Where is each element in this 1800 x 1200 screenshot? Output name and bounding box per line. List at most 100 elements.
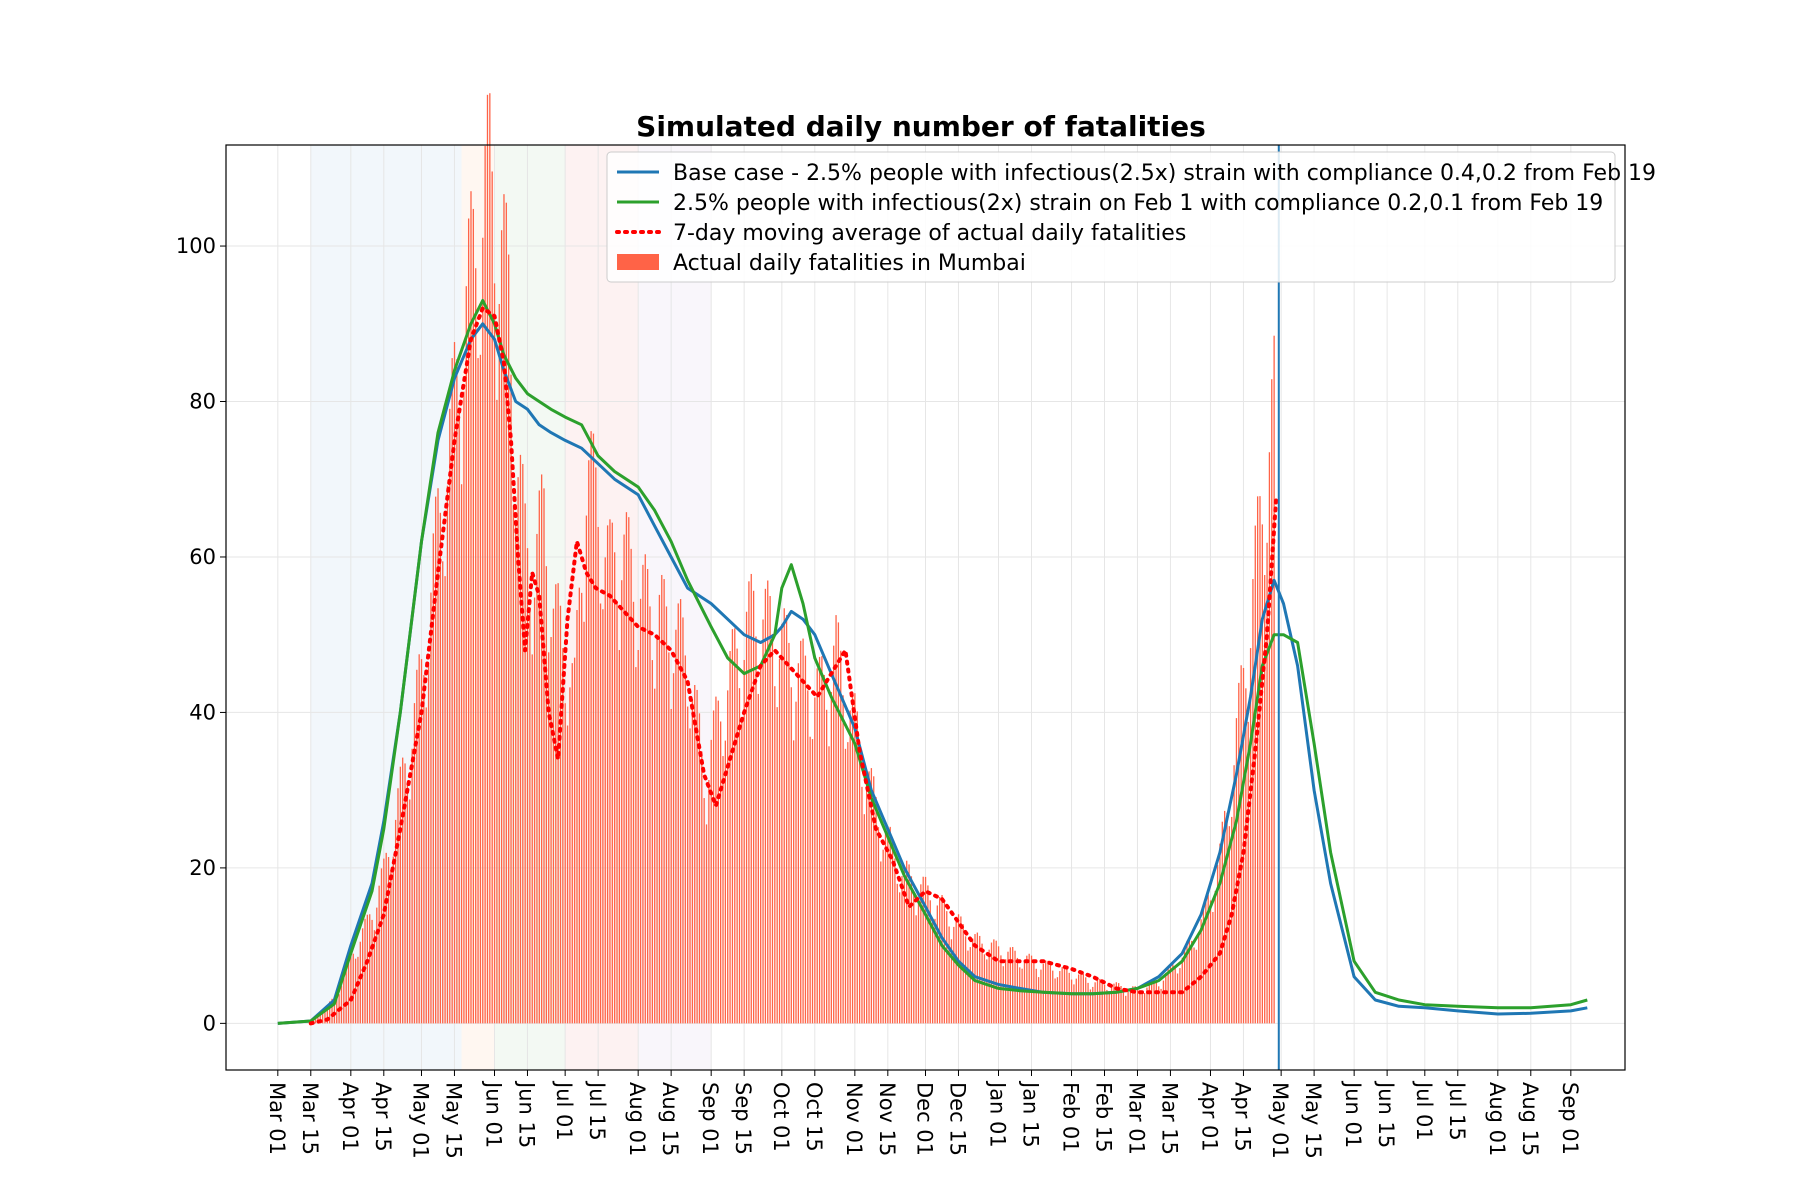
bar-2020-04-22: [399, 766, 401, 1024]
bar-2020-10-21: [828, 746, 830, 1024]
bar-2020-11-06: [866, 787, 868, 1024]
bar-2020-06-29: [559, 605, 562, 1024]
bar-2020-07-08: [581, 592, 583, 1024]
bar-2020-12-14: [955, 917, 957, 1024]
bar-2020-10-03: [785, 614, 788, 1024]
bar-2020-05-28: [484, 145, 486, 1024]
bar-2021-04-07: [1224, 810, 1226, 1024]
series-lines: [277, 299, 1588, 1026]
bar-2020-07-27: [625, 512, 628, 1024]
bar-2020-12-06: [936, 905, 938, 1024]
bar-2020-04-01: [350, 952, 352, 1024]
bar-2020-09-25: [767, 580, 769, 1024]
bar-2020-10-15: [814, 697, 816, 1024]
bar-2020-05-07: [435, 496, 437, 1024]
bar-2020-11-02: [856, 711, 858, 1024]
bar-2021-04-05: [1219, 843, 1221, 1024]
bar-2021-03-11: [1160, 988, 1162, 1024]
bar-2020-05-31: [491, 171, 493, 1024]
bar-2021-04-19: [1252, 579, 1254, 1024]
x-tick-label-3: Apr 15: [371, 1082, 395, 1152]
bar-2021-03-31: [1207, 894, 1209, 1024]
bar-2020-06-07: [508, 254, 510, 1024]
bar-2021-04-11: [1233, 765, 1235, 1024]
bar-2021-02-07: [1085, 977, 1087, 1024]
bar-2020-05-19: [463, 391, 465, 1024]
y-tick-label-5: 100: [176, 234, 216, 258]
bar-2020-07-07: [578, 587, 580, 1024]
bar-2020-10-25: [837, 622, 840, 1024]
bar-2020-10-14: [811, 739, 814, 1024]
x-tick-label-8: Jul 01: [552, 1080, 576, 1141]
legend-label-2: 7-day moving average of actual daily fat…: [673, 221, 1186, 246]
bar-2020-04-20: [394, 819, 397, 1024]
bar-2020-06-22: [543, 488, 545, 1024]
x-tick-label-7: Jun 15: [514, 1080, 538, 1148]
bar-2020-10-02: [783, 608, 785, 1024]
bar-2020-11-22: [903, 865, 906, 1024]
bar-2020-12-04: [931, 918, 934, 1024]
bar-2020-12-08: [941, 895, 943, 1024]
bar-2020-08-14: [668, 652, 670, 1024]
bar-2020-05-12: [446, 485, 449, 1024]
x-tick-label-26: Apr 01: [1197, 1082, 1221, 1152]
bar-2020-11-23: [906, 860, 908, 1024]
bar-2020-09-10: [731, 629, 734, 1024]
bar-2020-03-19: [319, 1014, 321, 1024]
bar-2020-04-08: [366, 914, 369, 1024]
series-line-0: [277, 322, 1588, 1025]
bar-2020-11-01: [854, 693, 856, 1024]
bar-2020-04-05: [359, 941, 361, 1024]
bar-2020-10-10: [802, 638, 804, 1024]
bar-2020-07-10: [585, 515, 588, 1024]
bar-2020-05-08: [437, 488, 439, 1024]
bar-2021-04-25: [1266, 542, 1268, 1024]
x-tick-label-16: Nov 01: [842, 1082, 866, 1156]
bar-2020-12-01: [924, 876, 927, 1024]
bar-2020-09-23: [762, 619, 764, 1024]
bar-2020-05-09: [439, 512, 442, 1024]
bar-2020-05-06: [432, 533, 434, 1024]
bar-2021-04-23: [1261, 524, 1263, 1024]
bar-2021-03-04: [1143, 993, 1146, 1024]
bar-2020-05-30: [489, 93, 491, 1024]
bar-2021-02-20: [1115, 982, 1117, 1024]
bar-2020-04-04: [357, 956, 359, 1024]
bar-2020-08-25: [694, 684, 696, 1024]
bar-2020-11-03: [858, 744, 861, 1024]
bar-2020-06-16: [529, 611, 531, 1024]
bar-2020-09-08: [727, 690, 729, 1024]
bar-2020-08-10: [658, 594, 661, 1024]
bar-2021-04-06: [1221, 821, 1223, 1024]
bar-2020-11-08: [870, 768, 873, 1024]
bar-2020-10-01: [781, 623, 783, 1024]
bar-2020-11-15: [887, 825, 889, 1024]
bar-2020-08-22: [687, 706, 689, 1024]
bar-2020-06-21: [540, 474, 543, 1024]
bar-2020-08-19: [679, 599, 682, 1024]
bar-2020-06-30: [562, 648, 564, 1024]
bar-2020-09-04: [717, 700, 719, 1024]
bar-2020-09-18: [750, 573, 752, 1024]
bar-2020-11-24: [908, 864, 910, 1024]
bar-2020-12-02: [927, 885, 929, 1024]
bar-2020-11-04: [861, 786, 863, 1024]
legend-label-0: Base case - 2.5% people with infectious(…: [673, 161, 1656, 186]
bar-2020-11-05: [863, 814, 865, 1024]
bar-2020-09-02: [712, 710, 715, 1024]
bar-2020-12-09: [943, 900, 946, 1024]
bar-2020-07-15: [597, 526, 599, 1024]
bar-2020-11-18: [894, 858, 896, 1024]
bar-2021-02-02: [1073, 984, 1075, 1024]
bar-2020-11-25: [910, 876, 913, 1024]
x-tick-label-14: Oct 01: [769, 1082, 793, 1152]
bar-2020-12-18: [964, 936, 967, 1024]
bar-2021-02-04: [1077, 974, 1080, 1024]
bar-2020-08-06: [649, 606, 651, 1024]
bar-2021-04-27: [1271, 379, 1273, 1024]
x-tick-label-35: Aug 15: [1518, 1082, 1542, 1156]
bar-2021-03-21: [1183, 947, 1186, 1024]
bar-2020-06-26: [552, 608, 555, 1024]
bar-2021-02-22: [1120, 986, 1122, 1024]
x-tick-label-34: Aug 01: [1485, 1082, 1509, 1156]
